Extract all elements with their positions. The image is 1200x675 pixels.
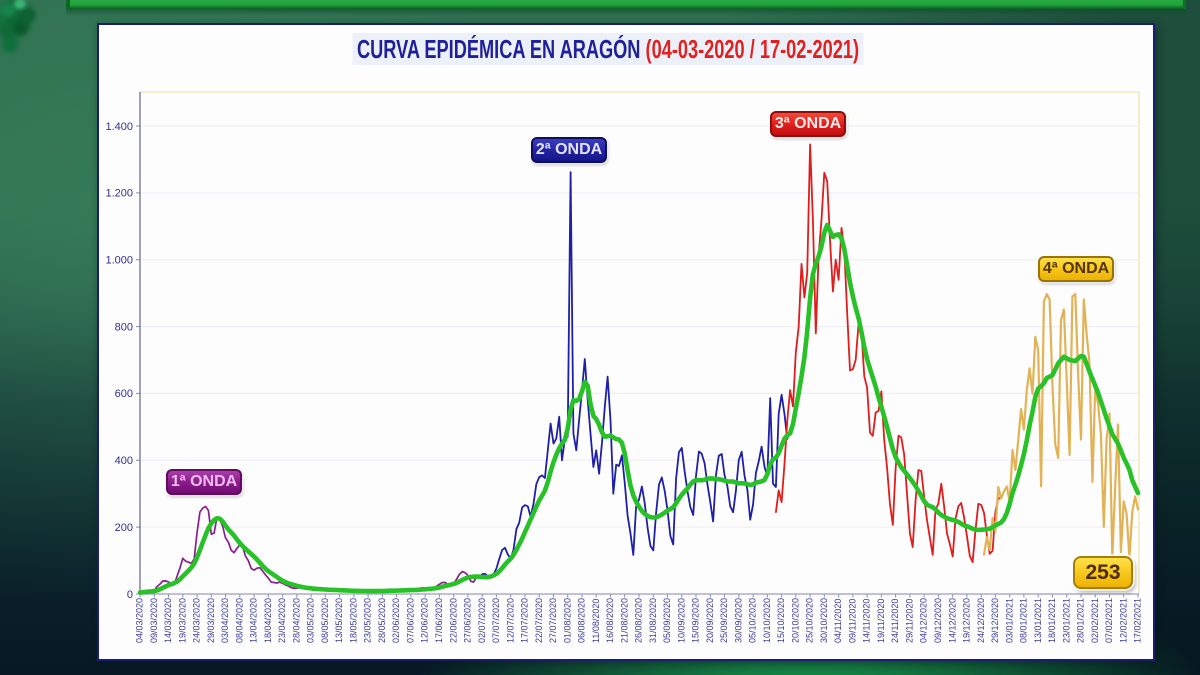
svg-text:03/01/2021: 03/01/2021	[1004, 598, 1014, 643]
svg-text:02/07/2020: 02/07/2020	[477, 598, 487, 643]
svg-text:23/01/2021: 23/01/2021	[1061, 598, 1071, 643]
svg-text:25/10/2020: 25/10/2020	[805, 598, 815, 643]
svg-text:02/02/2021: 02/02/2021	[1090, 598, 1100, 643]
svg-text:13/04/2020: 13/04/2020	[249, 598, 259, 643]
svg-text:08/05/2020: 08/05/2020	[320, 598, 330, 643]
svg-text:12/07/2020: 12/07/2020	[505, 598, 515, 643]
svg-text:09/11/2020: 09/11/2020	[848, 599, 858, 643]
svg-text:20/09/2020: 20/09/2020	[705, 598, 715, 643]
svg-text:14/03/2020: 14/03/2020	[163, 598, 173, 643]
svg-text:10/09/2020: 10/09/2020	[676, 598, 686, 643]
svg-text:08/01/2021: 08/01/2021	[1019, 598, 1029, 643]
svg-text:07/02/2021: 07/02/2021	[1104, 598, 1114, 643]
svg-text:09/03/2020: 09/03/2020	[149, 598, 159, 643]
svg-text:12/06/2020: 12/06/2020	[420, 598, 430, 643]
svg-text:27/06/2020: 27/06/2020	[463, 598, 473, 643]
svg-text:800: 800	[115, 321, 133, 333]
svg-text:29/11/2020: 29/11/2020	[905, 599, 915, 643]
svg-text:28/05/2020: 28/05/2020	[377, 598, 387, 643]
svg-text:15/09/2020: 15/09/2020	[691, 598, 701, 643]
svg-text:20/10/2020: 20/10/2020	[790, 598, 800, 643]
svg-text:08/04/2020: 08/04/2020	[234, 598, 244, 643]
svg-text:14/11/2020: 14/11/2020	[862, 599, 872, 643]
svg-text:25/09/2020: 25/09/2020	[719, 598, 729, 643]
svg-text:23/05/2020: 23/05/2020	[363, 598, 373, 643]
svg-text:21/08/2020: 21/08/2020	[619, 598, 629, 643]
svg-text:19/12/2020: 19/12/2020	[962, 598, 972, 643]
svg-text:22/07/2020: 22/07/2020	[534, 598, 544, 643]
svg-text:13/01/2021: 13/01/2021	[1033, 598, 1043, 643]
svg-text:05/09/2020: 05/09/2020	[662, 598, 672, 643]
svg-text:28/04/2020: 28/04/2020	[291, 598, 301, 643]
svg-text:1.400: 1.400	[105, 121, 133, 133]
svg-text:24/03/2020: 24/03/2020	[192, 598, 202, 643]
svg-text:400: 400	[115, 455, 133, 467]
svg-text:03/04/2020: 03/04/2020	[220, 598, 230, 643]
svg-text:12/02/2021: 12/02/2021	[1118, 598, 1128, 643]
svg-text:26/08/2020: 26/08/2020	[634, 598, 644, 643]
svg-text:10/10/2020: 10/10/2020	[762, 598, 772, 643]
svg-text:28/01/2021: 28/01/2021	[1076, 598, 1086, 643]
svg-text:29/12/2020: 29/12/2020	[990, 598, 1000, 643]
svg-text:07/07/2020: 07/07/2020	[491, 598, 501, 643]
svg-text:19/11/2020: 19/11/2020	[876, 599, 886, 643]
svg-text:18/04/2020: 18/04/2020	[263, 598, 273, 643]
svg-text:01/08/2020: 01/08/2020	[562, 598, 572, 643]
svg-text:30/09/2020: 30/09/2020	[733, 598, 743, 643]
svg-text:17/02/2021: 17/02/2021	[1133, 598, 1143, 643]
svg-text:23/04/2020: 23/04/2020	[277, 598, 287, 643]
svg-text:19/03/2020: 19/03/2020	[177, 598, 187, 643]
svg-text:600: 600	[115, 388, 133, 400]
svg-text:0: 0	[127, 589, 133, 601]
svg-text:31/08/2020: 31/08/2020	[648, 598, 658, 643]
svg-text:13/05/2020: 13/05/2020	[334, 598, 344, 643]
svg-text:1.200: 1.200	[105, 188, 133, 200]
svg-text:18/05/2020: 18/05/2020	[349, 598, 359, 643]
svg-text:02/06/2020: 02/06/2020	[391, 598, 401, 643]
svg-text:15/10/2020: 15/10/2020	[776, 598, 786, 643]
svg-text:11/08/2020: 11/08/2020	[591, 599, 601, 643]
svg-text:16/08/2020: 16/08/2020	[605, 598, 615, 643]
svg-text:04/12/2020: 04/12/2020	[919, 598, 929, 643]
svg-text:17/06/2020: 17/06/2020	[434, 598, 444, 643]
svg-text:04/03/2020: 04/03/2020	[135, 598, 145, 643]
svg-text:07/06/2020: 07/06/2020	[406, 598, 416, 643]
svg-text:18/01/2021: 18/01/2021	[1047, 598, 1057, 643]
svg-text:29/03/2020: 29/03/2020	[206, 598, 216, 643]
svg-text:06/08/2020: 06/08/2020	[577, 598, 587, 643]
svg-text:1.000: 1.000	[105, 255, 133, 267]
svg-text:03/05/2020: 03/05/2020	[306, 598, 316, 643]
svg-text:09/12/2020: 09/12/2020	[933, 598, 943, 643]
svg-text:17/07/2020: 17/07/2020	[520, 598, 530, 643]
svg-text:27/07/2020: 27/07/2020	[548, 598, 558, 643]
svg-text:24/11/2020: 24/11/2020	[890, 599, 900, 643]
svg-text:05/10/2020: 05/10/2020	[748, 598, 758, 643]
svg-text:24/12/2020: 24/12/2020	[976, 598, 986, 643]
svg-text:30/10/2020: 30/10/2020	[819, 598, 829, 643]
svg-text:22/06/2020: 22/06/2020	[448, 598, 458, 643]
svg-text:14/12/2020: 14/12/2020	[947, 598, 957, 643]
svg-text:200: 200	[115, 522, 133, 534]
svg-text:04/11/2020: 04/11/2020	[833, 599, 843, 643]
